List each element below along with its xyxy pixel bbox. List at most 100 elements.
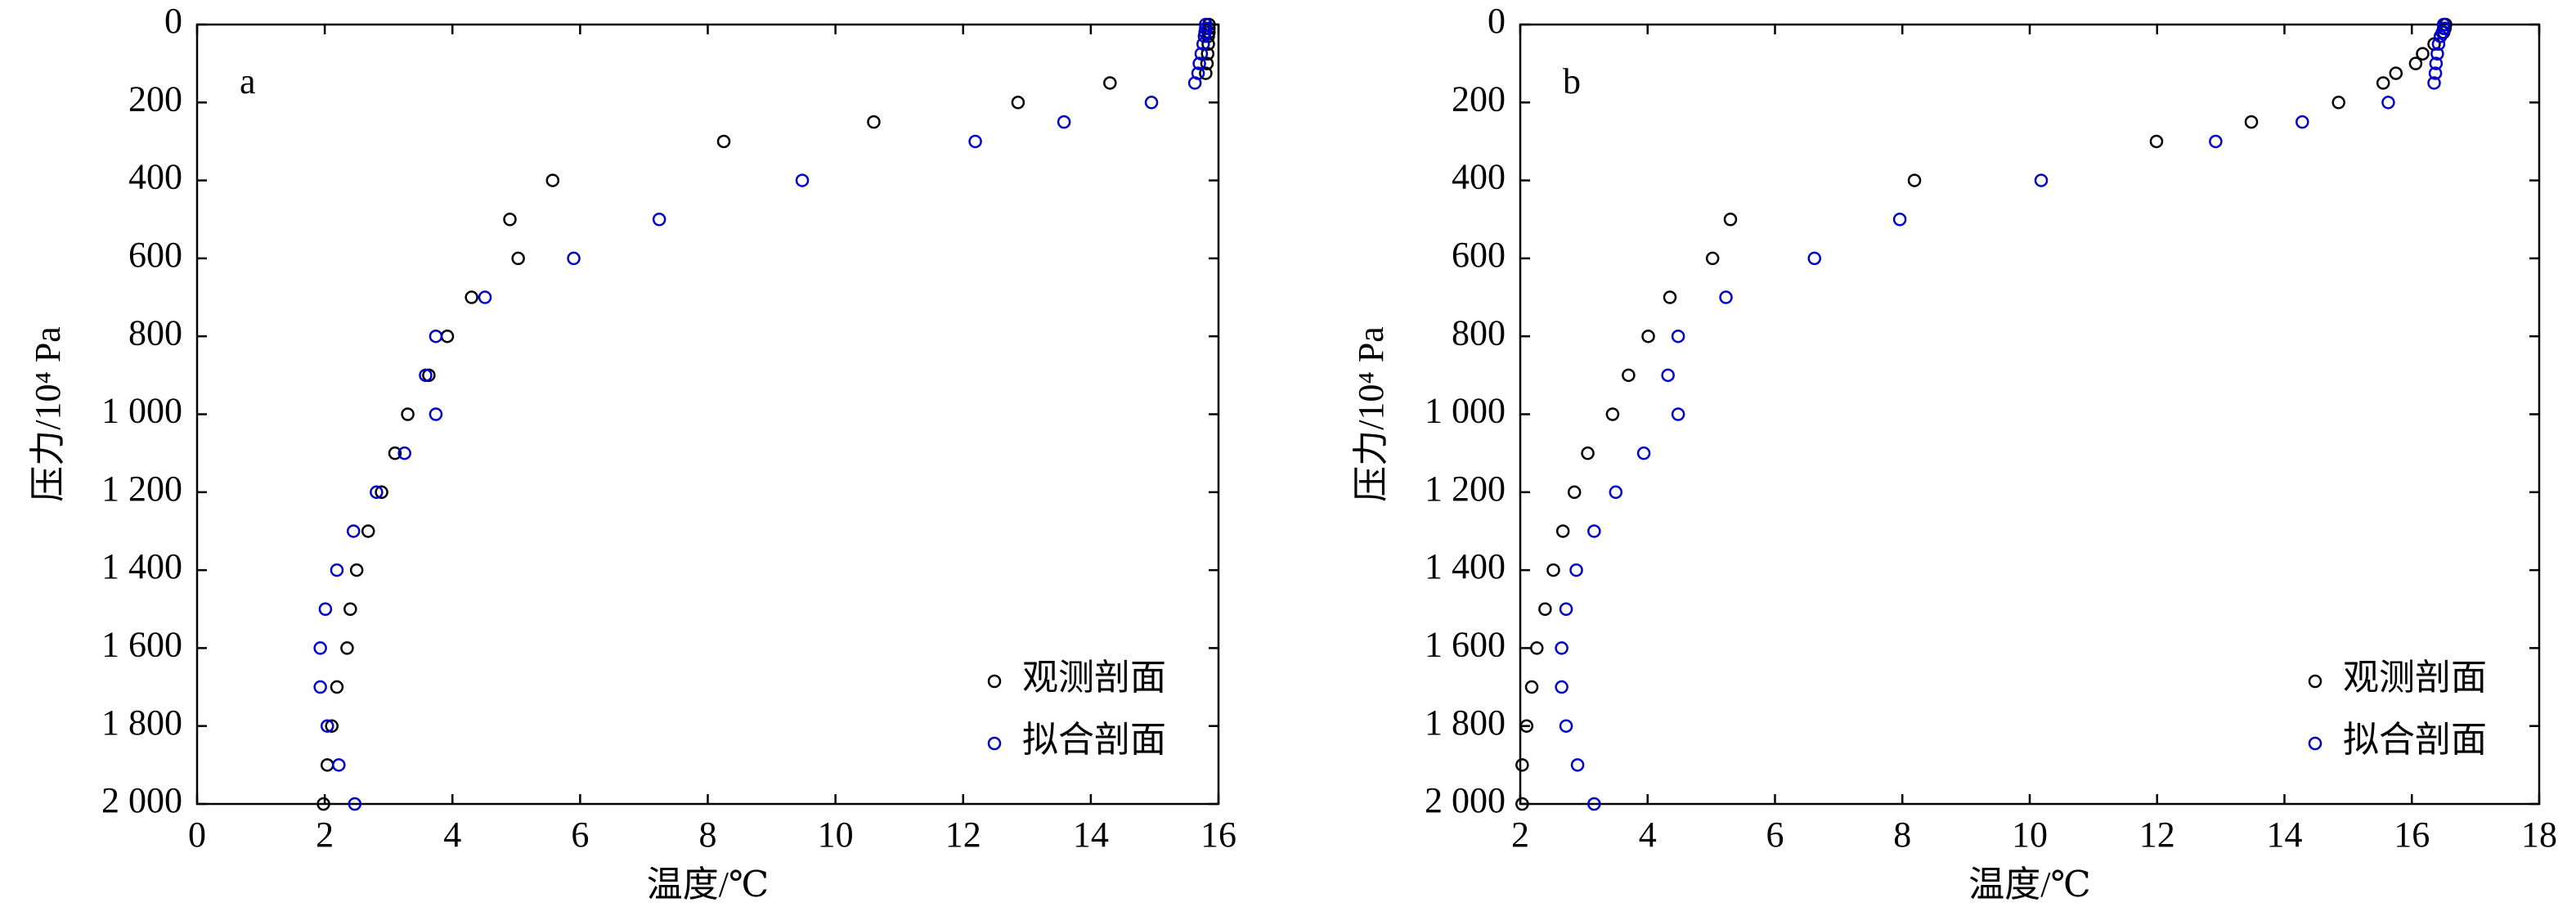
data-point: [2408, 56, 2423, 70]
y-tick-label: 1 000: [101, 391, 182, 431]
data-point: [1605, 407, 1620, 421]
data-point: [1569, 563, 1583, 577]
y-tick-label: 200: [1452, 79, 1506, 119]
data-point: [1705, 251, 1720, 266]
data-point: [1515, 797, 1529, 811]
data-point: [503, 213, 517, 227]
data-point: [2209, 134, 2223, 149]
data-point: [1538, 602, 1552, 616]
data-point: [2430, 47, 2444, 61]
data-point: [1636, 446, 1651, 460]
data-point: [397, 446, 411, 460]
data-point: [316, 797, 330, 811]
panel-label: b: [1563, 61, 1581, 101]
data-point: [1641, 329, 1655, 344]
legend-marker: [2308, 674, 2322, 689]
data-point: [867, 114, 881, 129]
data-point: [1011, 96, 1025, 110]
data-point: [375, 485, 388, 500]
data-point: [1201, 37, 1215, 52]
data-point: [1581, 446, 1595, 460]
data-point: [1519, 719, 1534, 733]
data-point: [2376, 76, 2390, 90]
data-point: [1570, 758, 1585, 772]
data-point: [1609, 485, 1623, 500]
data-point: [1194, 47, 1209, 61]
data-point: [2034, 173, 2049, 187]
y-tick-label: 1 000: [1425, 391, 1506, 431]
data-point: [2434, 29, 2448, 43]
x-tick-label: 6: [571, 815, 589, 855]
data-point: [2244, 114, 2259, 129]
x-tick-label: 2: [316, 815, 334, 855]
y-tick-label: 1 600: [1425, 624, 1506, 664]
data-point: [330, 563, 344, 577]
data-point: [388, 446, 402, 460]
x-tick-label: 6: [1766, 815, 1784, 855]
data-point: [1559, 719, 1573, 733]
y-tick-label: 1 800: [1425, 703, 1506, 743]
data-point: [1546, 563, 1560, 577]
data-point: [1671, 407, 1685, 421]
x-tick-label: 10: [2012, 815, 2048, 855]
data-point: [340, 641, 354, 655]
x-tick-label: 4: [1639, 815, 1657, 855]
data-point: [652, 213, 666, 227]
data-point: [1196, 37, 1210, 52]
data-point: [2427, 76, 2441, 90]
data-point: [1200, 56, 1214, 70]
x-tick-label: 16: [2394, 815, 2430, 855]
data-point: [349, 563, 364, 577]
data-point: [1567, 485, 1582, 500]
data-point: [1529, 641, 1544, 655]
legend-label: 观测剖面: [1022, 658, 1166, 698]
legend-marker: [2308, 736, 2322, 751]
y-tick-label: 1 800: [101, 703, 182, 743]
data-point: [567, 251, 581, 266]
data-point: [1555, 680, 1568, 694]
data-point: [2416, 47, 2430, 61]
x-tick-label: 12: [2139, 815, 2175, 855]
data-point: [2381, 96, 2395, 110]
data-point: [313, 641, 327, 655]
data-point: [1515, 758, 1529, 772]
data-point: [2436, 17, 2451, 32]
data-point: [1719, 290, 1733, 304]
y-tick-label: 400: [128, 157, 182, 197]
data-point: [419, 368, 433, 383]
data-point: [370, 485, 384, 500]
x-tick-label: 4: [443, 815, 461, 855]
x-tick-label: 8: [699, 815, 717, 855]
data-point: [347, 524, 361, 538]
data-point: [1199, 66, 1213, 80]
legend-label: 拟合剖面: [2343, 720, 2487, 760]
y-tick-label: 1 200: [1425, 469, 1506, 509]
data-point: [545, 173, 560, 187]
x-axis-label: 温度/℃: [1968, 864, 2090, 905]
data-point: [325, 719, 339, 733]
panel-label: a: [240, 61, 256, 101]
data-point: [478, 290, 492, 304]
x-tick-label: 12: [945, 815, 981, 855]
data-point: [1057, 114, 1071, 129]
y-tick-label: 400: [1452, 157, 1506, 197]
y-tick-label: 2 000: [101, 780, 182, 820]
x-tick-label: 14: [2267, 815, 2303, 855]
data-point: [318, 602, 333, 616]
data-point: [2428, 66, 2443, 80]
data-point: [1555, 641, 1568, 655]
data-point: [330, 680, 344, 694]
x-tick-label: 18: [2521, 815, 2557, 855]
data-point: [1671, 329, 1685, 344]
data-point: [361, 524, 375, 538]
data-point: [348, 797, 362, 811]
y-tick-label: 600: [128, 235, 182, 275]
data-point: [1559, 602, 1573, 616]
x-tick-label: 2: [1511, 815, 1529, 855]
x-tick-label: 16: [1200, 815, 1236, 855]
data-point: [1144, 96, 1159, 110]
data-point: [968, 134, 982, 149]
data-point: [429, 329, 443, 344]
data-point: [440, 329, 455, 344]
data-point: [332, 758, 346, 772]
